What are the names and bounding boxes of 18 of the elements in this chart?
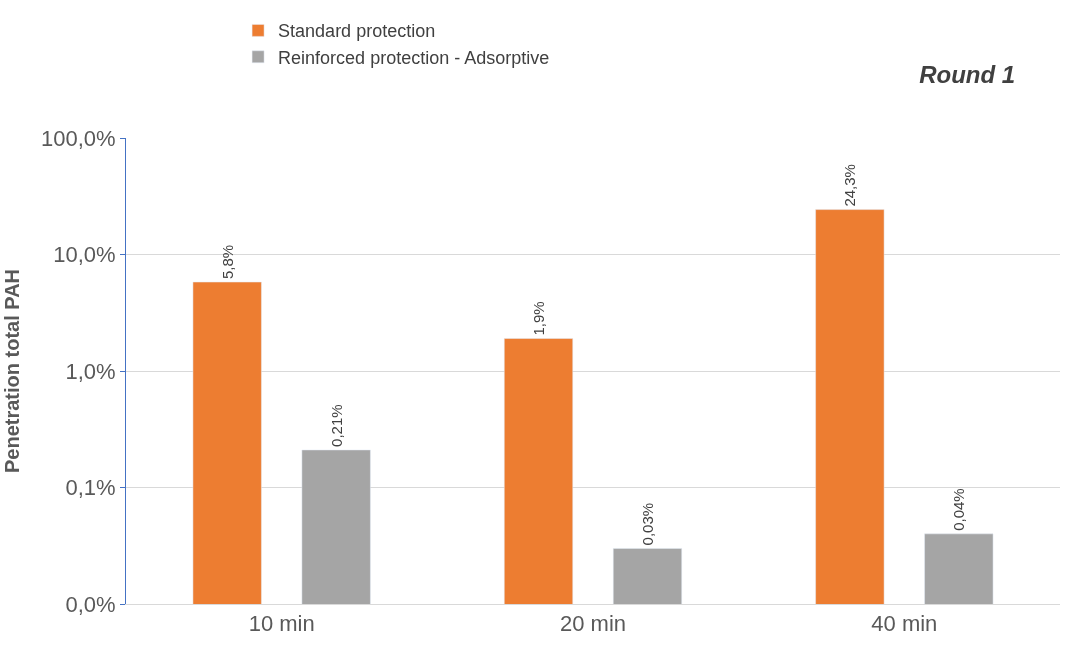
data-label: 0,03%: [638, 502, 656, 546]
data-label: 1,9%: [530, 301, 548, 336]
data-label: 0,21%: [327, 404, 345, 447]
x-tick-label: 10 min: [248, 611, 315, 637]
data-label: 0,04%: [950, 488, 968, 531]
legend-label: Reinforced protection - Adsorptive: [278, 47, 550, 68]
data-label: 24,3%: [841, 164, 859, 207]
y-tick-label: 1,0%: [65, 358, 116, 384]
x-tick-label: 40 min: [871, 611, 938, 637]
chart-title: Round 1: [919, 61, 1016, 89]
y-tick-label: 0,1%: [65, 475, 116, 501]
data-label: 5,8%: [218, 244, 236, 280]
y-tick-label: 100,0%: [40, 125, 116, 151]
x-tick-label: 20 min: [559, 611, 627, 637]
y-tick-label: 0,0%: [65, 591, 116, 617]
y-axis-title: Penetration total PAH: [1, 268, 24, 474]
legend-label: Standard protection: [278, 21, 436, 42]
y-tick-label: 10,0%: [53, 242, 116, 268]
